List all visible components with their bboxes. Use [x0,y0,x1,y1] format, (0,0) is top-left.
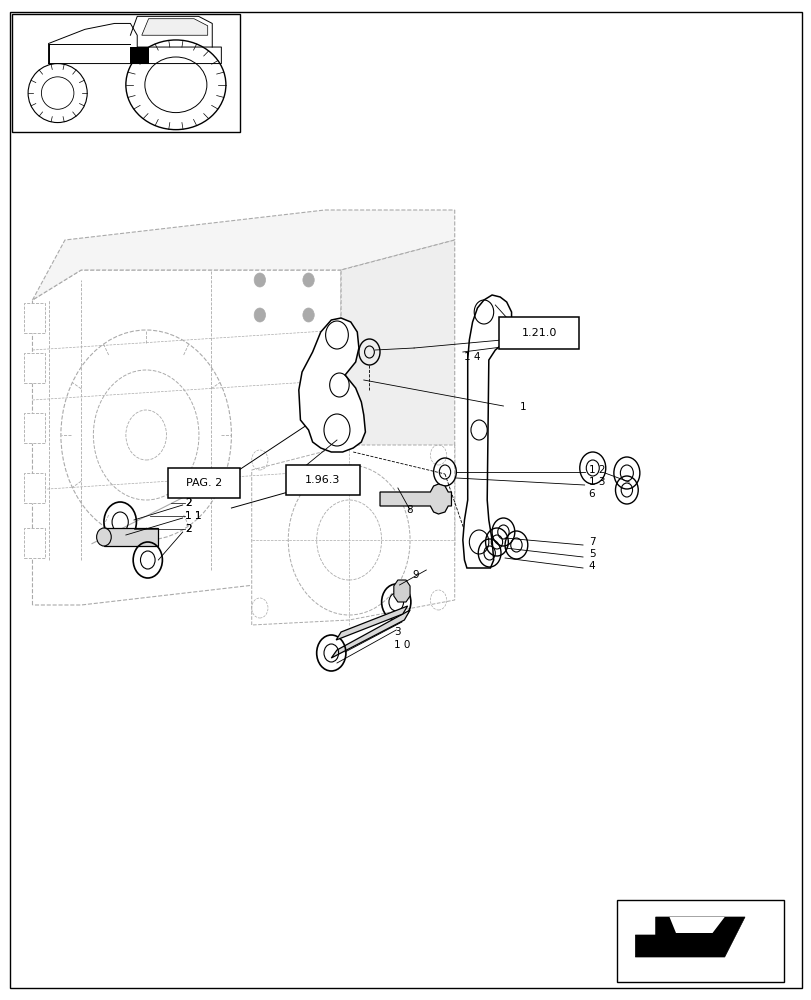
Text: 9: 9 [412,570,418,580]
Polygon shape [462,295,511,568]
Polygon shape [32,210,454,300]
Bar [616,900,783,982]
Circle shape [254,308,265,322]
Text: PAG. 2: PAG. 2 [186,478,221,488]
Text: 6: 6 [588,489,594,499]
Polygon shape [142,19,208,35]
Bar [24,528,45,558]
FancyBboxPatch shape [168,468,239,498]
Bar [24,473,45,503]
Text: 1 1: 1 1 [185,511,201,521]
Text: 1.96.3: 1.96.3 [305,475,340,485]
Text: 5: 5 [588,549,594,559]
Text: 1 4: 1 4 [464,352,480,362]
Text: 2: 2 [185,524,191,534]
Text: 7: 7 [588,537,594,547]
Circle shape [254,273,265,287]
Circle shape [303,308,314,322]
Text: 1 2: 1 2 [588,465,604,475]
Polygon shape [104,528,158,546]
FancyBboxPatch shape [499,317,578,349]
Polygon shape [634,917,744,957]
Polygon shape [251,445,454,625]
Text: 1: 1 [519,402,526,412]
Bar [12,14,239,132]
Bar [24,353,45,383]
Polygon shape [336,606,407,640]
FancyBboxPatch shape [285,465,359,495]
Text: 2: 2 [185,498,191,508]
Polygon shape [341,240,454,575]
Circle shape [97,528,111,546]
Polygon shape [668,917,723,933]
Text: 3: 3 [393,627,400,637]
Bar [24,413,45,443]
Text: 4: 4 [588,561,594,571]
Text: 1 3: 1 3 [588,477,604,487]
Circle shape [303,273,314,287]
Bar [24,303,45,333]
Text: 1.21.0: 1.21.0 [521,328,556,338]
Polygon shape [331,610,410,658]
Polygon shape [393,580,410,602]
Bar [131,47,148,64]
Text: 1 0: 1 0 [393,640,410,650]
Polygon shape [32,270,341,605]
Text: 2: 2 [185,498,191,508]
Text: 2: 2 [185,524,191,534]
Polygon shape [298,318,365,452]
Polygon shape [380,484,451,514]
Text: 8: 8 [406,505,412,515]
Text: 1 1: 1 1 [185,511,201,521]
